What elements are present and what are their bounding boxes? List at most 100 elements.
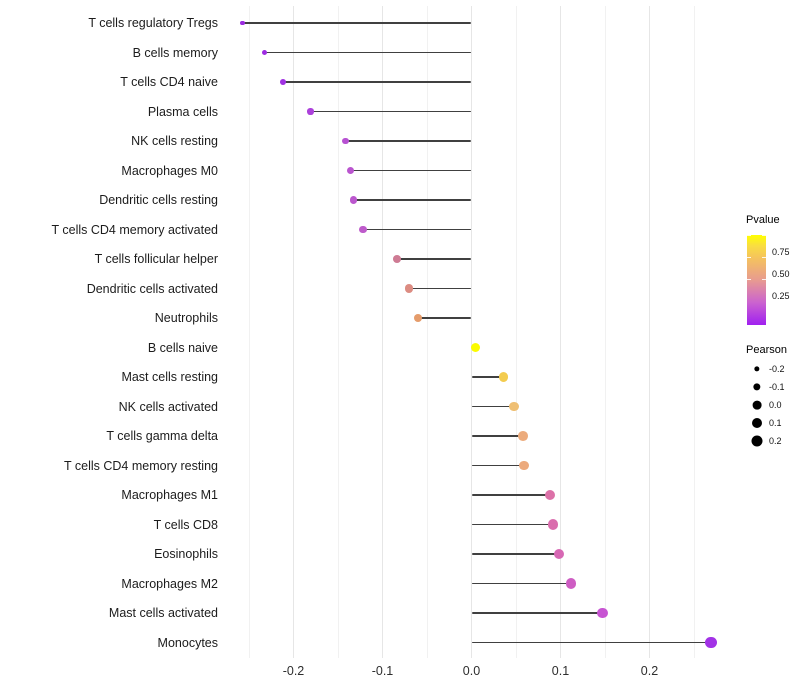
y-axis-label: B cells naive <box>147 340 218 355</box>
y-axis-label: T cells regulatory Tregs <box>88 16 218 30</box>
y-axis-label: Macrophages M2 <box>121 576 218 591</box>
pearson-size-legend: Pearson -0.2 -0.1 0.0 0.1 0.2 <box>745 344 800 454</box>
lollipop-segment <box>471 494 550 496</box>
pvalue-bar-tickmark <box>762 235 766 236</box>
y-axis-label: T cells gamma delta <box>106 429 218 443</box>
y-axis-label: B cells memory <box>132 45 218 60</box>
lollipop-dot <box>405 284 414 293</box>
pearson-size-label: -0.1 <box>769 382 785 392</box>
pearson-size-item: 0.0 <box>745 396 800 414</box>
lollipop-dot <box>359 225 367 234</box>
lollipop-dot <box>471 342 481 353</box>
lollipop-dot <box>261 49 267 56</box>
lollipop-segment <box>418 317 472 319</box>
lollipop-dot <box>704 636 717 649</box>
lollipop-dot <box>544 489 555 501</box>
pvalue-bar-tickmark <box>747 279 751 280</box>
pvalue-legend-title: Pvalue <box>746 214 780 226</box>
y-axis-label: T cells CD4 memory resting <box>64 458 218 473</box>
lollipop-segment <box>345 140 472 142</box>
y-axis-label: Plasma cells <box>147 104 218 119</box>
y-axis-label: Mast cells resting <box>121 370 218 384</box>
pvalue-bar-tickmark <box>747 257 751 258</box>
y-axis-label: Dendritic cells resting <box>99 193 218 207</box>
gridline <box>293 6 294 658</box>
gridline <box>471 6 472 658</box>
pvalue-bar-tickmark <box>762 257 766 258</box>
lollipop-dot <box>240 20 246 26</box>
gridline <box>560 6 561 658</box>
y-axis-label: T cells CD4 memory activated <box>51 222 219 237</box>
y-axis-label: T cells CD8 <box>153 517 218 532</box>
gridline <box>693 6 695 658</box>
lollipop-dot <box>566 578 577 589</box>
lollipop-segment <box>471 405 515 408</box>
gridline <box>248 6 250 658</box>
pearson-size-dot <box>751 435 763 447</box>
lollipop-segment <box>471 582 572 585</box>
x-tick-label: 0.0 <box>462 664 481 678</box>
lollipop-segment <box>471 435 524 437</box>
lollipop-segment <box>282 81 472 83</box>
lollipop-dot <box>341 137 349 145</box>
y-axis-label: NK cells activated <box>118 399 218 414</box>
pearson-size-dot <box>754 366 760 372</box>
y-axis-label: NK cells resting <box>131 134 218 148</box>
y-axis-label: Macrophages M1 <box>121 488 218 502</box>
pvalue-tick-075: 0.75 <box>772 247 790 257</box>
lollipop-dot <box>279 79 286 85</box>
pearson-size-item: -0.1 <box>745 378 800 396</box>
pearson-size-item: 0.2 <box>745 432 800 450</box>
pearson-size-label: -0.2 <box>769 364 785 374</box>
y-axis-label: Mast cells activated <box>108 606 218 620</box>
y-axis-label: Monocytes <box>157 635 218 650</box>
lollipop-dot <box>392 255 401 263</box>
lollipop-segment <box>471 641 711 644</box>
gridline <box>382 6 383 658</box>
pvalue-color-legend: Pvalue 0.75 0.50 0.25 <box>745 214 800 334</box>
x-tick-label: -0.2 <box>282 664 305 678</box>
pearson-size-dot <box>753 383 761 391</box>
y-axis-label: Dendritic cells activated <box>86 281 218 296</box>
y-axis-label: Neutrophils <box>154 311 218 325</box>
pvalue-tick-050: 0.50 <box>772 269 790 279</box>
lollipop-segment <box>471 523 554 526</box>
gridline <box>515 6 517 658</box>
lollipop-segment <box>264 51 472 54</box>
lollipop-segment <box>471 464 524 467</box>
lollipop-dot <box>519 460 529 471</box>
pearson-size-label: 0.0 <box>769 400 782 410</box>
lollipop-dot <box>307 108 314 115</box>
lollipop-dot <box>414 313 423 323</box>
lollipop-segment <box>471 553 559 555</box>
pearson-size-dot <box>752 418 762 428</box>
plot-panel <box>224 6 735 658</box>
y-axis-label: T cells CD4 naive <box>120 75 218 89</box>
lollipop-dot <box>548 519 559 530</box>
pearson-size-item: 0.1 <box>745 414 800 432</box>
lollipop-segment <box>409 287 472 290</box>
pvalue-bar-tickmark <box>747 235 751 236</box>
pearson-size-label: 0.2 <box>769 436 782 446</box>
lollipop-segment <box>242 22 472 24</box>
lollipop-segment <box>350 169 472 172</box>
gridline <box>426 6 428 658</box>
lollipop-dot <box>498 372 509 382</box>
lollipop-segment <box>471 376 504 378</box>
y-axis-label: Macrophages M0 <box>121 163 218 178</box>
x-tick-label: -0.1 <box>371 664 394 678</box>
lollipop-dot <box>596 607 608 619</box>
gridline <box>604 6 606 658</box>
pvalue-bar-tickmark <box>762 279 766 280</box>
lollipop-segment <box>310 110 472 113</box>
lollipop-dot <box>509 401 519 412</box>
y-axis-label: T cells follicular helper <box>94 252 218 266</box>
pearson-size-dot <box>752 400 762 410</box>
pvalue-gradient-bar <box>747 235 766 325</box>
lollipop-segment <box>471 612 603 614</box>
x-tick-label: 0.2 <box>640 664 659 678</box>
pearson-size-item: -0.2 <box>745 360 800 378</box>
pvalue-tick-025: 0.25 <box>772 291 790 301</box>
lollipop-dot <box>518 431 528 441</box>
